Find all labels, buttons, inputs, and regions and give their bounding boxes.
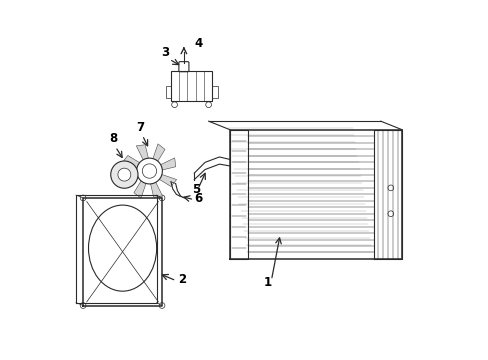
Polygon shape: [154, 173, 176, 186]
Circle shape: [159, 195, 164, 201]
Bar: [171, 71, 212, 101]
Text: 8: 8: [108, 132, 117, 145]
Circle shape: [80, 195, 86, 201]
Polygon shape: [151, 144, 164, 166]
Polygon shape: [134, 176, 147, 198]
Text: 3: 3: [161, 46, 169, 59]
Text: 4: 4: [194, 37, 202, 50]
Polygon shape: [136, 145, 149, 165]
Text: 7: 7: [136, 121, 144, 134]
Circle shape: [118, 168, 131, 181]
Circle shape: [142, 164, 156, 178]
Circle shape: [110, 161, 138, 188]
Text: 2: 2: [177, 273, 185, 286]
Circle shape: [80, 303, 86, 309]
Polygon shape: [122, 156, 144, 170]
Text: 6: 6: [194, 192, 203, 204]
Text: 1: 1: [263, 276, 271, 289]
Polygon shape: [123, 171, 143, 184]
Circle shape: [159, 303, 164, 309]
Polygon shape: [149, 177, 163, 197]
Bar: [165, 86, 171, 98]
Circle shape: [136, 158, 162, 184]
Polygon shape: [155, 158, 175, 171]
Text: 5: 5: [192, 183, 200, 196]
Bar: [212, 86, 217, 98]
